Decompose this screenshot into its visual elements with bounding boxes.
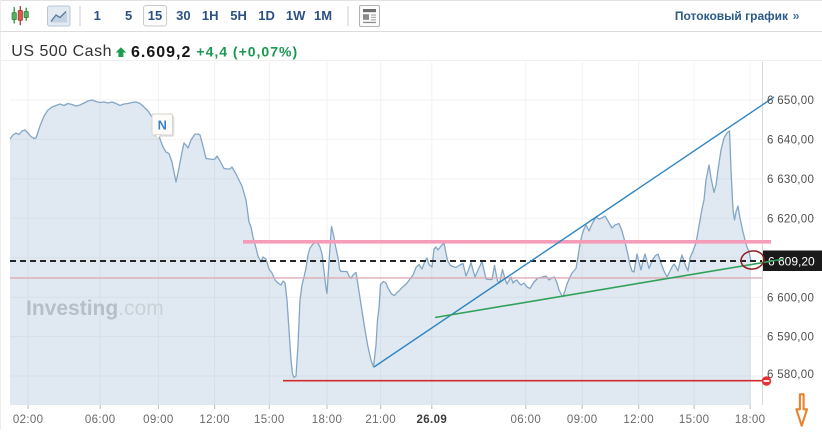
svg-text:21:00: 21:00 [365,414,396,426]
svg-text:06:00: 06:00 [511,414,542,426]
svg-text:18:00: 18:00 [735,414,766,426]
svg-text:»: » [793,9,800,23]
svg-text:Investing.com: Investing.com [26,297,164,320]
svg-text:6 620,00: 6 620,00 [767,213,814,225]
svg-text:1H: 1H [202,8,219,23]
svg-text:5: 5 [125,8,132,23]
svg-text:15:00: 15:00 [254,414,285,426]
svg-text:06:00: 06:00 [85,414,116,426]
svg-text:1W: 1W [286,8,306,23]
svg-text:US 500 Cash: US 500 Cash [11,43,112,60]
svg-text:6 640,00: 6 640,00 [767,135,814,147]
svg-text:1D: 1D [258,8,275,23]
svg-text:+4,4 (+0,07%): +4,4 (+0,07%) [196,43,298,59]
svg-text:09:00: 09:00 [143,414,174,426]
svg-text:26.09: 26.09 [417,414,448,426]
svg-text:5H: 5H [230,8,247,23]
svg-text:02:00: 02:00 [13,414,44,426]
svg-text:12:00: 12:00 [623,414,654,426]
svg-text:1: 1 [94,8,101,23]
svg-text:6.609,2: 6.609,2 [131,44,191,61]
svg-text:Потоковый график: Потоковый график [675,9,789,23]
svg-text:09:00: 09:00 [567,414,598,426]
svg-text:15: 15 [148,8,162,23]
svg-text:18:00: 18:00 [312,414,343,426]
svg-text:30: 30 [176,8,190,23]
svg-text:1M: 1M [314,8,332,23]
svg-text:6 650,00: 6 650,00 [767,95,814,107]
svg-text:6 590,00: 6 590,00 [767,332,814,344]
svg-text:6 609,20: 6 609,20 [768,254,815,268]
svg-text:15:00: 15:00 [679,414,710,426]
svg-text:6 580,00: 6 580,00 [767,369,814,381]
svg-text:12:00: 12:00 [199,414,230,426]
svg-text:N: N [158,118,167,133]
svg-text:6 600,00: 6 600,00 [767,292,814,304]
svg-text:6 630,00: 6 630,00 [767,174,814,186]
